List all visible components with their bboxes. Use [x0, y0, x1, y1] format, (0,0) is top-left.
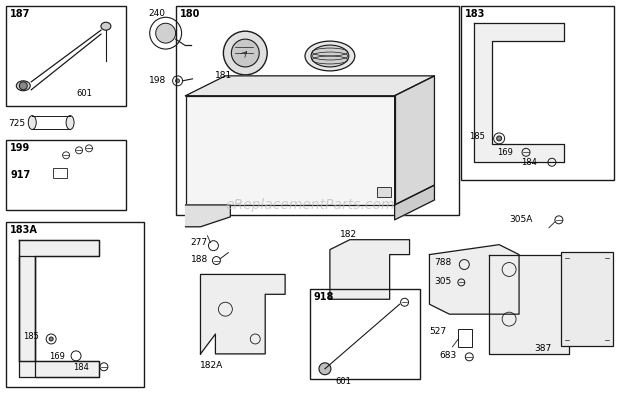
Bar [377, 187, 391, 197]
Text: 601: 601 [76, 89, 92, 98]
Text: 169: 169 [49, 352, 65, 361]
Text: 185: 185 [469, 132, 485, 141]
Polygon shape [430, 245, 519, 314]
Text: 240: 240 [149, 9, 166, 18]
Bar [185, 96, 394, 205]
Bar [461, 6, 614, 180]
Text: 305A: 305A [509, 215, 533, 224]
Text: 277: 277 [190, 238, 208, 247]
Bar [53, 168, 67, 178]
Circle shape [19, 82, 27, 90]
Polygon shape [394, 76, 435, 205]
Text: 601: 601 [335, 377, 351, 386]
Circle shape [231, 39, 259, 67]
Polygon shape [185, 205, 231, 227]
Text: 185: 185 [24, 332, 39, 341]
Text: 305: 305 [435, 277, 452, 286]
Text: 918: 918 [314, 292, 334, 302]
Text: 183: 183 [465, 9, 485, 19]
Text: 199: 199 [11, 143, 30, 153]
Circle shape [223, 31, 267, 75]
Ellipse shape [101, 22, 111, 30]
Text: 187: 187 [11, 9, 31, 19]
Text: 181: 181 [215, 71, 232, 80]
Bar [6, 222, 144, 387]
Text: 182: 182 [340, 230, 357, 239]
Text: 917: 917 [11, 170, 30, 180]
Bar [175, 6, 459, 215]
Ellipse shape [16, 81, 30, 91]
Circle shape [175, 79, 180, 83]
Ellipse shape [305, 41, 355, 71]
Bar [310, 289, 420, 379]
Circle shape [156, 23, 175, 43]
Bar [561, 252, 613, 346]
Text: 198: 198 [149, 76, 166, 85]
Text: 183A: 183A [11, 225, 38, 235]
Text: 527: 527 [430, 327, 446, 336]
Polygon shape [185, 76, 435, 96]
Circle shape [49, 337, 53, 341]
Bar [458, 329, 472, 347]
Text: 184: 184 [73, 363, 89, 372]
Text: 184: 184 [521, 158, 537, 167]
Text: eReplacementParts.com: eReplacementParts.com [225, 198, 395, 212]
Ellipse shape [66, 116, 74, 129]
Polygon shape [19, 255, 99, 377]
Polygon shape [489, 255, 569, 354]
Text: 788: 788 [435, 257, 452, 266]
Bar [6, 140, 126, 210]
Polygon shape [330, 240, 410, 299]
Polygon shape [19, 240, 99, 377]
Polygon shape [394, 185, 435, 220]
Polygon shape [474, 23, 564, 162]
Polygon shape [200, 274, 285, 354]
Ellipse shape [311, 45, 349, 67]
Polygon shape [19, 240, 99, 361]
Text: 188: 188 [190, 255, 208, 264]
Circle shape [319, 363, 331, 375]
Text: 725: 725 [8, 119, 25, 128]
Text: 169: 169 [497, 148, 513, 157]
Ellipse shape [29, 116, 36, 129]
Text: 387: 387 [534, 344, 551, 353]
Text: 683: 683 [440, 351, 457, 360]
Text: 180: 180 [180, 9, 200, 19]
Bar [6, 6, 126, 106]
Circle shape [497, 136, 502, 141]
Text: 182A: 182A [200, 361, 223, 370]
